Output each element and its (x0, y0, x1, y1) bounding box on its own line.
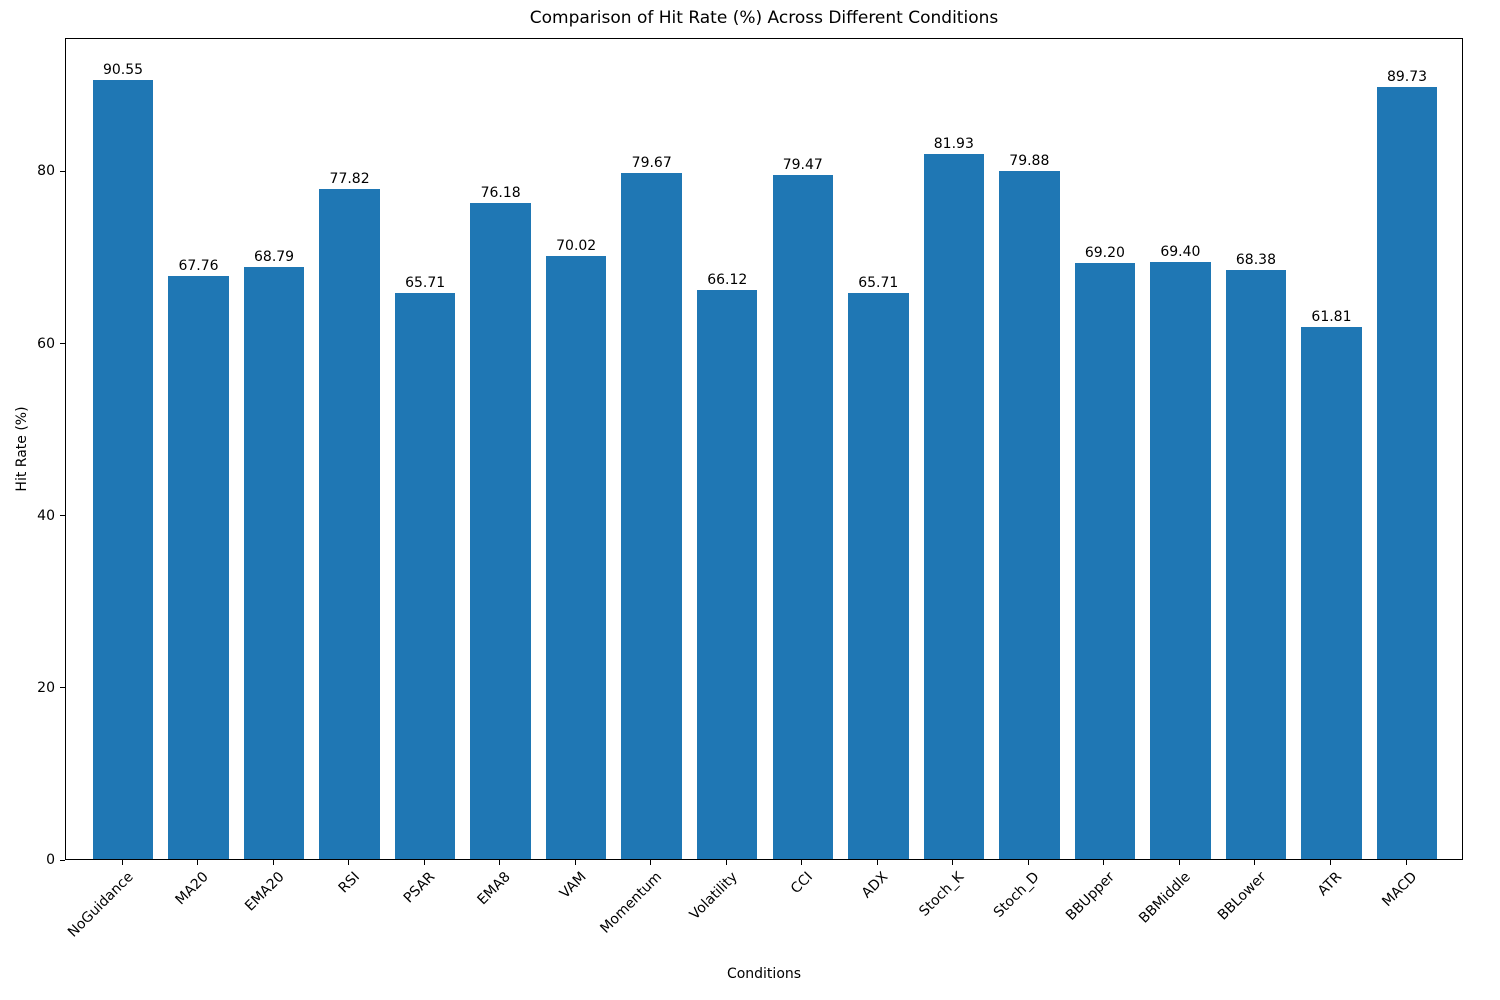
x-tick-mark (1178, 860, 1180, 865)
y-tick-mark (60, 859, 65, 861)
bar-EMA8 (470, 203, 531, 859)
x-tick-label-Stoch_D: Stoch_D (990, 869, 1043, 921)
x-tick-mark (1329, 860, 1331, 865)
y-tick-mark (60, 170, 65, 172)
bar-Stoch_D (999, 171, 1060, 859)
x-tick-mark (348, 860, 350, 865)
x-tick-mark (1405, 860, 1407, 865)
bar-RSI (319, 189, 380, 859)
bar-value-label: 61.81 (1311, 308, 1352, 325)
x-tick-label-PSAR: PSAR (401, 869, 439, 907)
bar-MACD (1376, 86, 1438, 859)
bar-PSAR (394, 293, 456, 859)
bar-BBMiddle (1150, 261, 1211, 859)
bar-MA20 (168, 275, 229, 859)
bar-Stoch_K (923, 153, 985, 859)
bar-Momentum (621, 173, 682, 859)
bar-value-label: 70.02 (556, 238, 597, 255)
y-tick-mark (60, 687, 65, 689)
x-tick-label-BBUpper: BBUpper (1063, 869, 1119, 924)
x-tick-mark (1254, 860, 1256, 865)
bar-value-label: 67.76 (178, 257, 219, 274)
x-tick-mark (574, 860, 576, 865)
x-tick-mark (499, 860, 501, 865)
x-tick-label-EMA20: EMA20 (241, 869, 288, 915)
x-tick-mark (423, 860, 425, 865)
y-axis-label: Hit Rate (%) (14, 406, 30, 492)
x-tick-label-ADX: ADX (859, 869, 892, 902)
x-tick-mark (650, 860, 652, 865)
x-tick-mark (801, 860, 803, 865)
x-tick-mark (876, 860, 878, 865)
bar-value-label: 77.82 (329, 171, 370, 188)
x-tick-label-ATR: ATR (1314, 869, 1345, 900)
bar-value-label: 89.73 (1386, 68, 1428, 85)
bar-ATR (1301, 326, 1362, 859)
bar-value-label: 66.12 (707, 271, 748, 288)
y-tick-mark (60, 515, 65, 517)
x-tick-mark (197, 860, 199, 865)
x-axis-label: Conditions (726, 966, 802, 982)
chart-title: Comparison of Hit Rate (%) Across Differ… (529, 8, 999, 28)
y-tick-mark (60, 343, 65, 345)
x-tick-label-MACD: MACD (1379, 869, 1421, 910)
bar-value-label: 90.55 (102, 61, 144, 78)
x-tick-mark (121, 860, 123, 865)
bar-value-label: 65.71 (858, 275, 899, 292)
x-tick-label-VAM: VAM (556, 869, 590, 902)
x-tick-label-RSI: RSI (335, 869, 363, 897)
bar-EMA20 (243, 266, 305, 859)
bar-value-label: 69.40 (1160, 243, 1201, 260)
bar-value-label: 69.20 (1084, 245, 1125, 262)
bar-value-label: 68.79 (254, 248, 295, 265)
x-tick-label-Volatility: Volatility (686, 869, 741, 924)
x-tick-label-BBMiddle: BBMiddle (1136, 869, 1194, 927)
bar-value-label: 76.18 (480, 185, 521, 202)
x-tick-label-NoGuidance: NoGuidance (64, 869, 137, 941)
bar-CCI (772, 174, 833, 859)
y-tick-label: 0 (46, 852, 55, 868)
x-tick-label-MA20: MA20 (172, 869, 212, 909)
x-tick-mark (725, 860, 727, 865)
x-tick-mark (272, 860, 274, 865)
x-tick-label-EMA8: EMA8 (474, 869, 514, 909)
y-tick-label: 80 (37, 163, 55, 180)
x-tick-label-Stoch_K: Stoch_K (916, 869, 968, 920)
bar-value-label: 65.71 (405, 275, 446, 292)
bar-BBLower (1225, 270, 1287, 859)
x-tick-label-Momentum: Momentum (597, 869, 666, 937)
bar-ADX (848, 293, 909, 859)
y-tick-label: 60 (37, 335, 55, 352)
bar-Volatility (697, 289, 758, 859)
bar-value-label: 81.93 (933, 135, 974, 152)
x-tick-label-CCI: CCI (788, 869, 817, 898)
bar-BBUpper (1074, 263, 1136, 859)
bar-NoGuidance (92, 79, 154, 859)
x-tick-mark (1027, 860, 1029, 865)
plot-area: 90.55 67.76 68.79 77.82 65.71 76.18 70.02 79.67… (65, 38, 1463, 860)
x-tick-mark (952, 860, 954, 865)
bar-value-label: 68.38 (1235, 252, 1276, 269)
x-tick-label-BBLower: BBLower (1214, 869, 1270, 924)
bar-value-label: 79.67 (631, 155, 672, 172)
y-tick-label: 20 (37, 679, 55, 696)
bar-value-label: 79.88 (1009, 153, 1050, 170)
bar-value-label: 79.47 (782, 156, 823, 173)
bar-VAM (545, 256, 607, 859)
x-tick-mark (1103, 860, 1105, 865)
y-tick-label: 40 (37, 507, 55, 524)
